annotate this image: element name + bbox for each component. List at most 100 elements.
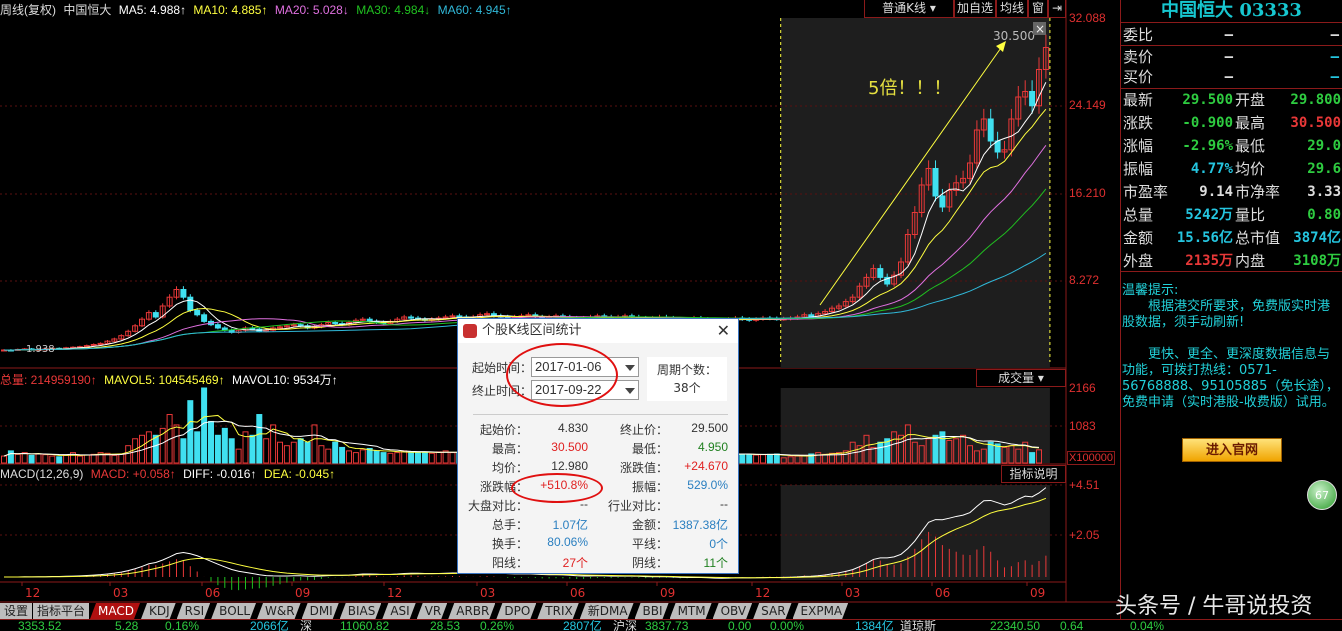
tab-指标平台[interactable]: 指标平台	[33, 603, 90, 619]
volume-bar	[766, 453, 773, 464]
volume-bar	[953, 438, 960, 464]
status-value: 1384亿	[855, 619, 894, 631]
candle-body	[214, 324, 221, 329]
macd-tick: +4.51	[1069, 478, 1100, 492]
stat-label: 阳线：	[491, 556, 528, 570]
ma-legend: 周线(复权) 中国恒大 MA5: 4.988↑ MA10: 4.885↑ MA2…	[0, 1, 516, 18]
candle-body	[1022, 90, 1029, 98]
tab-mtm[interactable]: MTM	[670, 603, 712, 619]
close-icon[interactable]: ✕	[716, 321, 730, 340]
tab-arbr[interactable]: ARBR	[448, 603, 495, 619]
visit-website-button[interactable]: 进入官网	[1182, 438, 1282, 462]
volume-bar	[967, 445, 973, 464]
close-icon[interactable]: ×	[1035, 22, 1045, 36]
volume-bar	[1029, 452, 1036, 464]
volume-bar	[918, 445, 925, 464]
ma20-line	[3, 144, 1047, 351]
tab-sar[interactable]: SAR	[753, 603, 791, 619]
candle-body	[152, 312, 159, 318]
volume-indicator-dropdown[interactable]: 成交量 ▾	[976, 369, 1066, 387]
volume-bar	[97, 452, 104, 464]
macd-params: MACD(12,26,9)	[0, 467, 84, 481]
stat-label: 涨跌值：	[619, 461, 668, 475]
floating-badge[interactable]: 67	[1307, 480, 1337, 510]
quote-label: 最新	[1123, 91, 1154, 109]
candle-body	[159, 305, 166, 318]
stat-value: 529.0%	[687, 478, 728, 492]
candle-body	[932, 167, 939, 197]
volume-bar	[946, 439, 953, 464]
quote-value: 9.14	[1199, 184, 1233, 200]
tab-asi[interactable]: ASI	[382, 603, 415, 619]
stock-name: 中国恒大	[63, 3, 112, 17]
annotation-text: 5倍！！！	[868, 78, 951, 99]
stat-label: 振幅：	[631, 480, 668, 494]
volume-bar	[380, 452, 387, 464]
macd-value: MACD: +0.058↑	[90, 467, 176, 481]
kline-chart[interactable]: 5倍！！！ 30.500 × 1.938 12 03 06 09 12 03 06 09 12 0…	[0, 0, 1120, 603]
volume-bar	[63, 454, 70, 464]
kline-type-dropdown[interactable]: 普通K线 ▾	[864, 0, 954, 18]
volume-bar	[152, 434, 159, 464]
candle-body	[925, 167, 932, 186]
status-value: 0.64	[1060, 619, 1084, 631]
tab-dmi[interactable]: DMI	[302, 603, 339, 619]
indicator-explain-button[interactable]: 指标说明	[1001, 465, 1066, 483]
volume-bar	[194, 431, 201, 464]
stat-label: 终止价：	[619, 423, 668, 437]
volume-bar	[394, 452, 401, 464]
tab-trix[interactable]: TRIX	[537, 603, 578, 619]
quote-label: 最低	[1235, 137, 1266, 155]
candle-body	[484, 313, 490, 316]
tab-kdj[interactable]: KDJ	[141, 603, 176, 619]
volume-bar	[56, 456, 63, 464]
quote-value: 15.56亿	[1176, 230, 1233, 246]
volume-bar	[401, 450, 408, 464]
tab-obv[interactable]: OBV	[713, 603, 753, 619]
tab-bias[interactable]: BIAS	[340, 603, 382, 619]
ma-button[interactable]: 均线	[996, 0, 1028, 18]
x-axis-label: 03	[113, 586, 128, 600]
candle-body	[145, 312, 152, 320]
period-count-box: 周期个数： 38个	[647, 357, 727, 401]
window-button[interactable]: 窗	[1028, 0, 1048, 18]
candle-body	[863, 276, 870, 287]
volume-bar	[1022, 441, 1029, 464]
price-tick: 32.088	[1069, 11, 1106, 25]
tab-boll[interactable]: BOLL	[211, 603, 256, 619]
volume-bar	[187, 400, 194, 464]
quote-value: -0.900	[1182, 115, 1233, 131]
candle-body	[277, 326, 283, 329]
stat-value: 80.06%	[547, 535, 588, 549]
annotation-close-button[interactable]	[1033, 22, 1046, 35]
macd-legend: MACD(12,26,9) MACD: +0.058↑ DIFF: -0.016…	[0, 467, 339, 481]
add-watchlist-button[interactable]: 加自选	[954, 0, 996, 18]
quote-row: 涨幅 -2.96% 最低 29.0	[1123, 135, 1341, 157]
stat-label: 平线：	[631, 537, 668, 551]
exit-icon[interactable]: ⇥	[1048, 0, 1066, 18]
tab-dpo[interactable]: DPO	[496, 603, 536, 619]
volume-bar	[435, 451, 442, 464]
stat-value: 4.950	[697, 440, 728, 454]
volume-bar	[808, 453, 815, 464]
tab-vr[interactable]: VR	[417, 603, 448, 619]
highlight-ellipse	[511, 473, 603, 503]
stat-label: 最高：	[491, 442, 528, 456]
tab-bbi[interactable]: BBI	[635, 603, 669, 619]
status-value: 3837.73	[645, 619, 689, 631]
selected-range-highlight	[780, 485, 1050, 580]
volume-bar	[76, 455, 83, 464]
candle-body	[290, 324, 297, 327]
volume-bar	[870, 446, 877, 464]
volume-bar	[242, 431, 249, 464]
tab-macd[interactable]: MACD	[90, 603, 140, 619]
tab-rsi[interactable]: RSI	[177, 603, 211, 619]
quote-label: 总量	[1123, 206, 1154, 224]
tab-w&r[interactable]: W&R	[257, 603, 301, 619]
candle-body	[939, 195, 946, 208]
candle-body	[97, 342, 104, 345]
tab-新dma[interactable]: 新DMA	[580, 603, 634, 619]
tab-设置[interactable]: 设置	[0, 603, 33, 619]
candle-body	[83, 345, 90, 348]
tab-expma[interactable]: EXPMA	[793, 603, 849, 619]
